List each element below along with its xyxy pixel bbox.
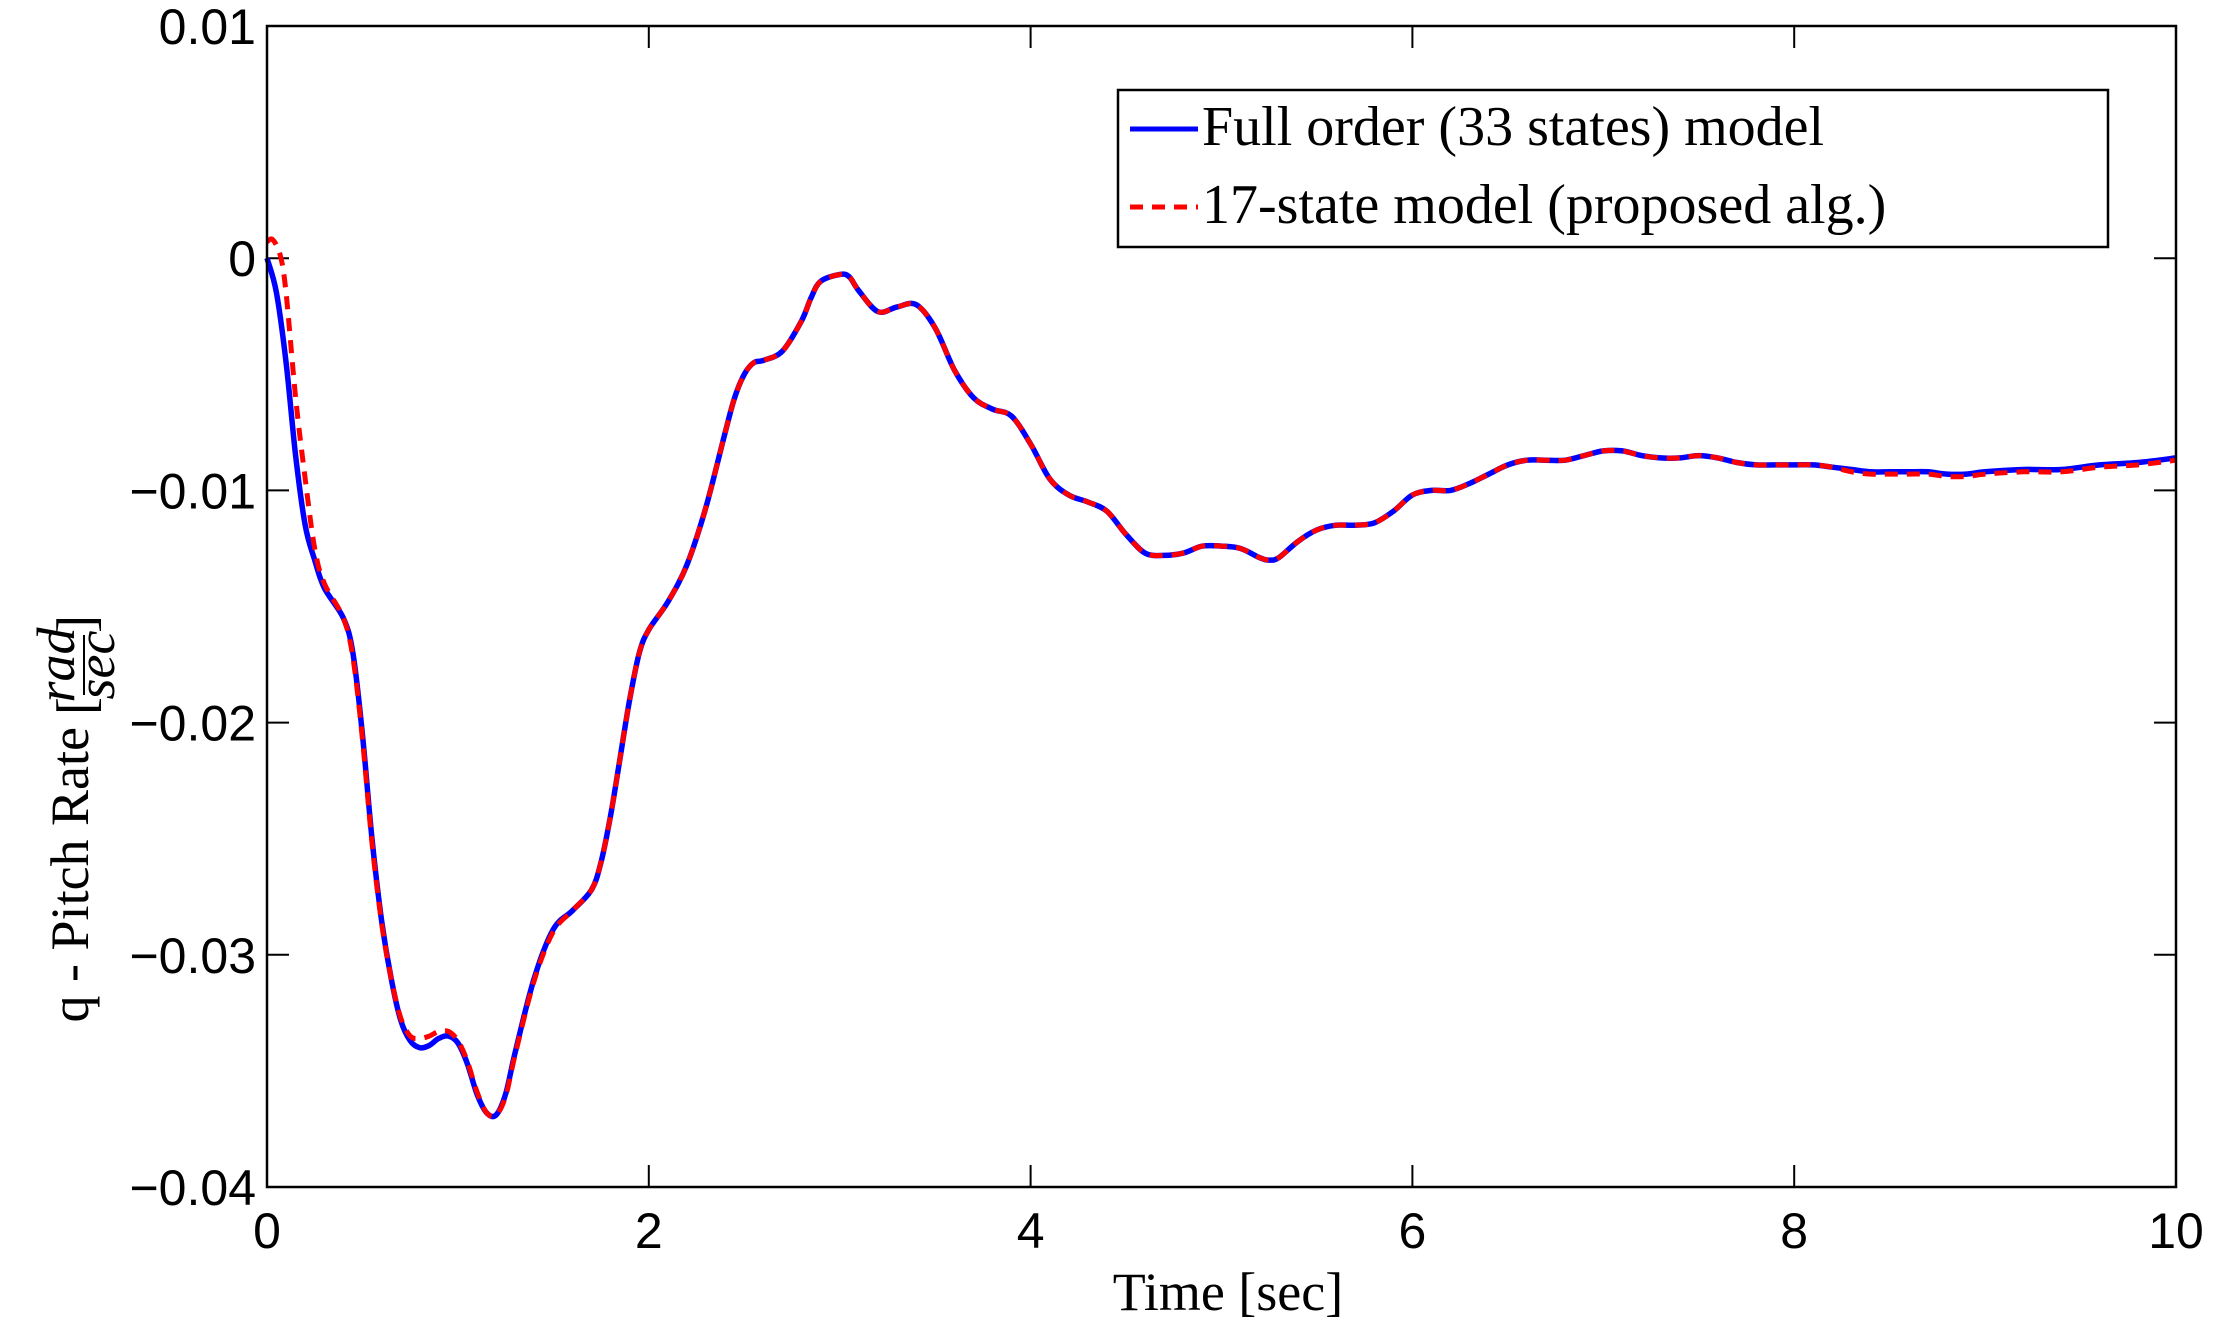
y-tick-label: 0 [228, 231, 256, 287]
plot-frame [265, 24, 2178, 1189]
legend: Full order (33 states) model 17-state mo… [1116, 88, 2110, 249]
x-tick-label: 6 [1398, 1203, 1426, 1259]
series-line-17-state [265, 236, 2177, 1119]
y-axis-title-bracket-open: [ [46, 697, 106, 715]
y-axis-title-bracket-close: ] [46, 615, 106, 633]
x-tick-label: 10 [2148, 1203, 2204, 1259]
legend-label-17-state: 17-state model (proposed alg.) [1202, 174, 1886, 236]
x-tick-label: 4 [1017, 1203, 1045, 1259]
x-axis-title: Time [sec] [1113, 1262, 1343, 1322]
legend-label-full-order: Full order (33 states) model [1202, 96, 1824, 158]
y-tick-label: −0.04 [129, 1160, 256, 1216]
y-tick-label: −0.02 [129, 696, 256, 752]
x-tick-label: 2 [635, 1203, 663, 1259]
series-line-full-order [264, 257, 2177, 1120]
y-axis-title: q - Pitch Rate [ rad sec ] [26, 615, 126, 1022]
series-layer [264, 236, 2177, 1120]
y-axis-title-unit-denominator: sec [66, 630, 126, 699]
y-tick-label: −0.03 [129, 928, 256, 984]
y-axis-title-unit-numerator: rad [26, 626, 86, 702]
tick-labels: 0 2 4 6 8 10 0.01 0 −0.01 −0.02 −0.03 −0.04 [129, 0, 2203, 1259]
x-tick-label: 0 [253, 1203, 281, 1259]
y-axis-title-prefix: q - Pitch Rate [40, 727, 100, 1022]
y-tick-label: −0.01 [129, 463, 256, 519]
x-tick-label: 8 [1780, 1203, 1808, 1259]
y-tick-label: 0.01 [159, 0, 256, 55]
legend-box [1116, 88, 2110, 249]
